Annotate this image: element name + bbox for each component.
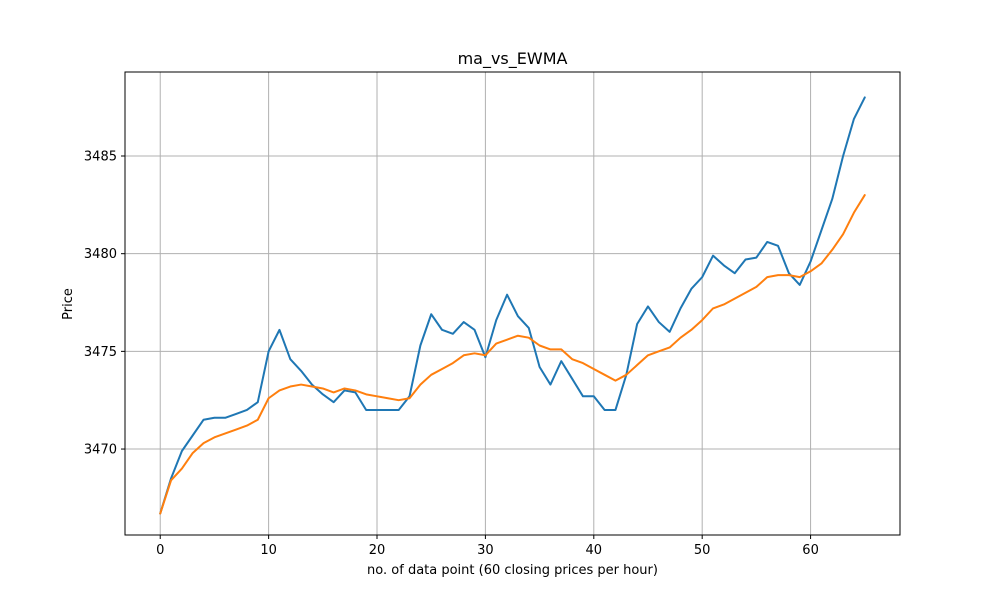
x-tick-label: 20 — [369, 543, 386, 558]
x-tick-label: 0 — [156, 543, 164, 558]
axis-ticks: 0 10 20 30 40 50 60 3470 3475 3480 3485 — [84, 150, 819, 558]
x-tick-label: 30 — [477, 543, 494, 558]
x-tick-label: 10 — [260, 543, 277, 558]
y-tick-label: 3475 — [84, 345, 117, 360]
y-tick-label: 3480 — [84, 247, 117, 262]
y-tick-label: 3470 — [84, 443, 117, 458]
grid-lines — [125, 72, 900, 535]
series-2-line — [159, 194, 866, 515]
series-layer — [159, 96, 866, 515]
series-1-line — [159, 96, 866, 515]
x-tick-label: 50 — [694, 543, 711, 558]
x-tick-label: 40 — [586, 543, 603, 558]
chart-title: ma_vs_EWMA — [458, 49, 568, 69]
plot-area-frame — [124, 71, 901, 536]
x-tick-label: 60 — [802, 543, 819, 558]
x-axis-title: no. of data point (60 closing prices per… — [367, 563, 658, 578]
y-axis-title: Price — [61, 288, 76, 320]
y-tick-label: 3485 — [84, 150, 117, 165]
